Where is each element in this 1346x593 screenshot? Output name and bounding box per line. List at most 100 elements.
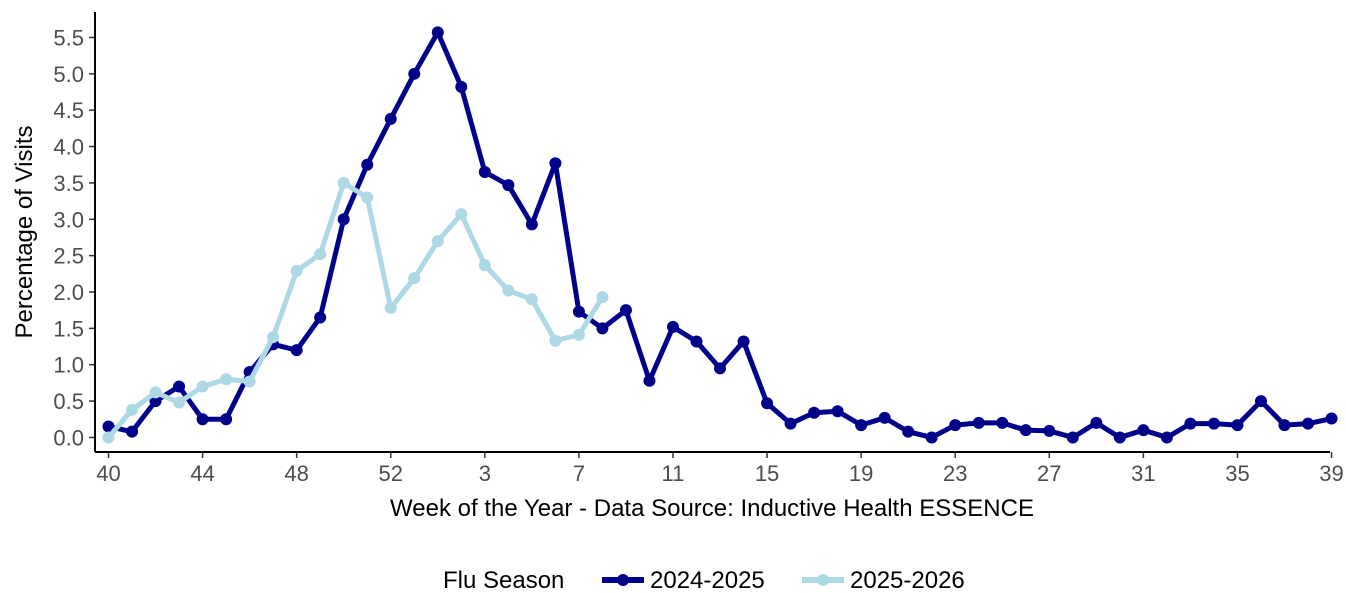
y-tick-label: 4.5 bbox=[53, 98, 84, 123]
y-tick-label: 2.0 bbox=[53, 280, 84, 305]
data-point-2025-2026 bbox=[243, 375, 256, 388]
data-point-2024-2025 bbox=[643, 374, 656, 387]
data-point-2024-2025 bbox=[596, 322, 609, 335]
data-point-2025-2026 bbox=[337, 176, 350, 189]
data-point-2025-2026 bbox=[408, 272, 421, 285]
x-tick-label: 31 bbox=[1131, 461, 1155, 486]
y-tick-label: 0.5 bbox=[53, 389, 84, 414]
data-point-2024-2025 bbox=[314, 311, 327, 324]
data-point-2024-2025 bbox=[902, 425, 915, 438]
y-tick-label: 0.0 bbox=[53, 425, 84, 450]
y-axis-title: Percentage of Visits bbox=[11, 125, 38, 338]
data-point-2024-2025 bbox=[361, 158, 374, 171]
x-tick-label: 35 bbox=[1225, 461, 1249, 486]
legend-title: Flu Season bbox=[443, 567, 564, 593]
data-point-2024-2025 bbox=[1090, 416, 1103, 429]
legend-swatch-point-2025-2026 bbox=[817, 574, 829, 586]
x-axis-ticks: 40 44 48 52 3 7 11 15 19 23 27 31 35 39 bbox=[96, 452, 1344, 486]
series-line-2024-2025 bbox=[106, 29, 1335, 440]
data-point-2024-2025 bbox=[478, 166, 491, 178]
x-tick-label: 7 bbox=[573, 461, 585, 486]
x-tick-label: 3 bbox=[479, 461, 491, 486]
x-tick-label: 19 bbox=[849, 461, 873, 486]
x-tick-label: 52 bbox=[378, 461, 402, 486]
data-point-2024-2025 bbox=[1254, 395, 1267, 408]
data-point-2025-2026 bbox=[549, 334, 562, 347]
data-point-2025-2026 bbox=[102, 431, 115, 444]
data-point-2025-2026 bbox=[361, 191, 374, 204]
y-axis-ticks: 0.0 0.5 1.0 1.5 2.0 2.5 3.0 3.5 4.0 4.5 5.0 5.5 bbox=[53, 25, 95, 450]
legend-swatch-point-2024-2025 bbox=[617, 574, 629, 586]
y-tick-label: 2.5 bbox=[53, 244, 84, 269]
x-tick-label: 48 bbox=[284, 461, 308, 486]
x-axis-title: Week of the Year - Data Source: Inductiv… bbox=[390, 495, 1034, 522]
data-point-2024-2025 bbox=[1302, 417, 1315, 430]
data-point-2024-2025 bbox=[455, 80, 468, 93]
data-point-2024-2025 bbox=[290, 344, 303, 357]
data-point-2025-2026 bbox=[196, 380, 209, 393]
data-point-2024-2025 bbox=[949, 419, 962, 432]
y-tick-label: 1.5 bbox=[53, 316, 84, 341]
data-point-2025-2026 bbox=[455, 208, 468, 221]
data-point-2025-2026 bbox=[572, 328, 585, 341]
data-point-2024-2025 bbox=[831, 405, 844, 418]
x-tick-label: 23 bbox=[943, 461, 967, 486]
data-point-2024-2025 bbox=[384, 112, 397, 125]
data-point-2024-2025 bbox=[1019, 424, 1032, 437]
data-point-2025-2026 bbox=[384, 302, 397, 314]
data-point-2024-2025 bbox=[1231, 419, 1244, 432]
data-point-2024-2025 bbox=[572, 305, 585, 318]
data-point-2024-2025 bbox=[690, 335, 703, 348]
data-point-2025-2026 bbox=[314, 248, 327, 261]
y-tick-label: 3.0 bbox=[53, 207, 84, 232]
data-point-2024-2025 bbox=[996, 416, 1009, 429]
data-point-2025-2026 bbox=[149, 386, 162, 399]
data-point-2025-2026 bbox=[431, 235, 444, 248]
data-point-2024-2025 bbox=[808, 406, 821, 419]
data-point-2024-2025 bbox=[714, 362, 727, 375]
data-point-2024-2025 bbox=[761, 397, 774, 410]
series-line-2025-2026 bbox=[106, 180, 605, 440]
data-point-2024-2025 bbox=[666, 320, 679, 333]
data-point-2025-2026 bbox=[126, 403, 139, 416]
data-point-2024-2025 bbox=[737, 335, 750, 348]
y-tick-label: 1.0 bbox=[53, 353, 84, 378]
data-point-2024-2025 bbox=[102, 420, 115, 433]
legend-label-2025-2026: 2025-2026 bbox=[850, 567, 965, 593]
x-tick-label: 15 bbox=[755, 461, 779, 486]
legend-label-2024-2025: 2024-2025 bbox=[650, 567, 765, 593]
data-point-2024-2025 bbox=[972, 416, 985, 429]
data-point-2024-2025 bbox=[173, 380, 186, 393]
data-point-2024-2025 bbox=[1207, 417, 1220, 430]
data-point-2024-2025 bbox=[925, 431, 938, 444]
data-point-2024-2025 bbox=[1137, 424, 1150, 437]
data-point-2024-2025 bbox=[149, 395, 162, 408]
data-point-2024-2025 bbox=[337, 213, 350, 226]
x-tick-label: 39 bbox=[1319, 461, 1343, 486]
data-point-2024-2025 bbox=[1043, 424, 1056, 437]
data-point-2025-2026 bbox=[478, 259, 491, 272]
x-tick-label: 44 bbox=[190, 461, 214, 486]
data-point-2024-2025 bbox=[502, 179, 515, 192]
data-point-2024-2025 bbox=[408, 67, 421, 80]
data-point-2025-2026 bbox=[173, 396, 186, 409]
data-point-2024-2025 bbox=[126, 425, 139, 438]
data-point-2025-2026 bbox=[220, 373, 233, 386]
data-point-2025-2026 bbox=[290, 264, 303, 277]
data-point-2025-2026 bbox=[525, 293, 538, 306]
data-point-2024-2025 bbox=[196, 413, 209, 426]
data-point-2024-2025 bbox=[549, 157, 562, 170]
y-tick-label: 3.5 bbox=[53, 171, 84, 196]
data-point-2024-2025 bbox=[1113, 431, 1126, 444]
legend: Flu Season 2024-2025 2025-2026 bbox=[443, 567, 965, 593]
data-point-2024-2025 bbox=[784, 417, 797, 430]
data-point-2024-2025 bbox=[1325, 412, 1338, 425]
x-tick-label: 27 bbox=[1037, 461, 1061, 486]
data-point-2024-2025 bbox=[855, 419, 868, 432]
data-point-2024-2025 bbox=[619, 304, 632, 317]
data-point-2024-2025 bbox=[1160, 431, 1173, 444]
data-point-2025-2026 bbox=[267, 331, 280, 344]
data-point-2025-2026 bbox=[502, 284, 515, 297]
x-tick-label: 40 bbox=[96, 461, 120, 486]
